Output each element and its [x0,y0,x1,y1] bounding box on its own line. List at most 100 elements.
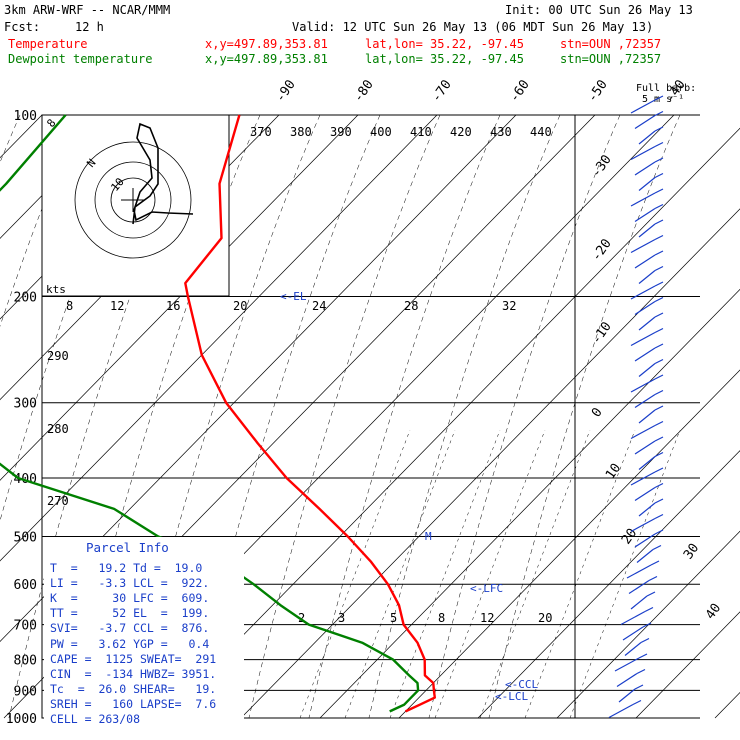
mixing-ratio-label: 2 [298,611,305,625]
parcel-info-row: LI = -3.3 LCL = 922. [50,576,210,591]
wind-barb [638,502,656,517]
wind-barb [616,672,638,688]
init-time: Init: 00 UTC Sun 26 May 13 [505,3,693,17]
wind-barb [630,378,656,393]
wind-barbs [608,95,664,719]
mixing-ratio-label: 5 [390,611,397,625]
parcel-info-row: SREH = 160 LAPSE= 7.6 [50,696,217,711]
level-label: <-LFC [470,582,503,595]
wind-barb [638,456,656,470]
dewpoint-latlon: lat,lon= 35.22, -97.45 [365,52,524,66]
model-title: 3km ARW-WRF -- NCAR/MMM [4,3,171,17]
wind-barb-flag [654,513,664,520]
parcel-info-row: PW = 3.62 YGP = 0.4 [50,636,210,651]
adiabat-line [128,114,321,719]
wind-barb-flag [654,296,664,303]
adiabat-line [488,114,681,719]
wind-barb-flag [654,110,664,117]
mixing-ratio-line [389,429,501,719]
hodograph-speed-label: 32 [502,299,516,313]
parcel-info-row: CELL = 263/08 [50,712,141,726]
temperature-station: stn=OUN ,72357 [560,37,662,51]
wind-barb-flag [654,389,664,396]
wind-barb [630,285,656,300]
mixing-ratio-line [479,429,591,719]
wind-barb [638,223,656,238]
temperature-xy: x,y=497.89,353.81 [205,37,328,51]
wind-barb [634,161,656,176]
parcel-info-row: CIN = -134 HWBZ= 3951. [50,666,217,681]
temp-label-right: 40 [703,601,724,622]
barb-key-line1: Full barb: [636,83,697,94]
pressure-label-900: 900 [14,684,37,699]
temp-label-top: -40 [663,77,689,105]
wind-barb-flag [654,374,664,380]
hodograph-ring [74,141,192,259]
wind-barb-flag [654,234,664,241]
wind-barb [636,549,654,563]
isotherm-line [714,691,740,719]
mixing-ratio-label: 20 [538,611,552,625]
adiabat-line [308,114,501,719]
wind-barb [638,130,656,145]
wind-barb [638,270,656,284]
parcel-info-row: TT = 52 EL = 199. [50,606,210,621]
wind-barb-flag [654,95,664,101]
isotherm-line [635,611,740,719]
wind-barb-flag [638,653,648,659]
wind-barb [630,145,656,161]
adiabat-line [0,114,81,327]
dewpoint-xy: x,y=497.89,353.81 [205,52,328,66]
level-label: <-CCL [505,678,538,691]
wind-barb-flag [650,560,660,566]
wind-barb [638,177,656,191]
mixing-ratio-label: 3 [338,611,345,625]
isotherm-line [0,114,438,562]
mixing-ratio-line [299,429,411,719]
wind-barb-flag [654,203,664,210]
wind-barb-flag [646,591,656,597]
wind-barb-flag [654,358,664,365]
wind-barb [634,114,656,130]
temp-label-right: -30 [589,152,615,180]
wind-barb-flag [654,327,664,334]
wind-barb [630,595,648,610]
wind-barb [620,610,646,626]
pressure-label-100: 100 [14,109,37,124]
wind-barb-flag [654,343,664,349]
isotherm-line [556,530,740,719]
wind-barb [624,642,642,656]
pressure-label-700: 700 [14,619,37,634]
adiabat-line [428,114,621,719]
level-label: <-LCL [495,690,528,703]
wind-barb [634,207,656,223]
wind-barb-flag [654,281,664,287]
pressure-label-1000: 1000 [6,712,37,727]
theta-e-label: 440 [530,125,552,139]
wind-barb [638,363,656,377]
wind-barb [630,471,656,486]
dewpoint-legend: Dewpoint temperature [8,52,153,66]
temp-label-right: 30 [681,541,702,562]
hodograph-speed-label: 24 [312,299,326,313]
wind-barb-flag [652,544,662,551]
wind-barb-flag [654,172,664,179]
theta-e-label: 370 [250,125,272,139]
isotherm-line [0,114,517,642]
wind-barb-flag [654,141,664,148]
sounding-profiles [0,114,436,713]
temperature-latlon: lat,lon= 35.22, -97.45 [365,37,524,51]
theta-e-label: 380 [290,125,312,139]
isotherm-line [161,127,740,719]
wind-barb-flag [654,436,664,442]
wind-barb [634,486,656,502]
hodograph-speed-label: 28 [404,299,418,313]
wind-barb [614,657,640,672]
wind-barb [634,254,656,269]
wind-barb [630,424,656,440]
wind-barb [618,688,636,703]
parcel-info-title: Parcel Info [86,540,169,555]
wind-barb-flag [654,126,664,132]
hodograph-trace [132,122,194,225]
